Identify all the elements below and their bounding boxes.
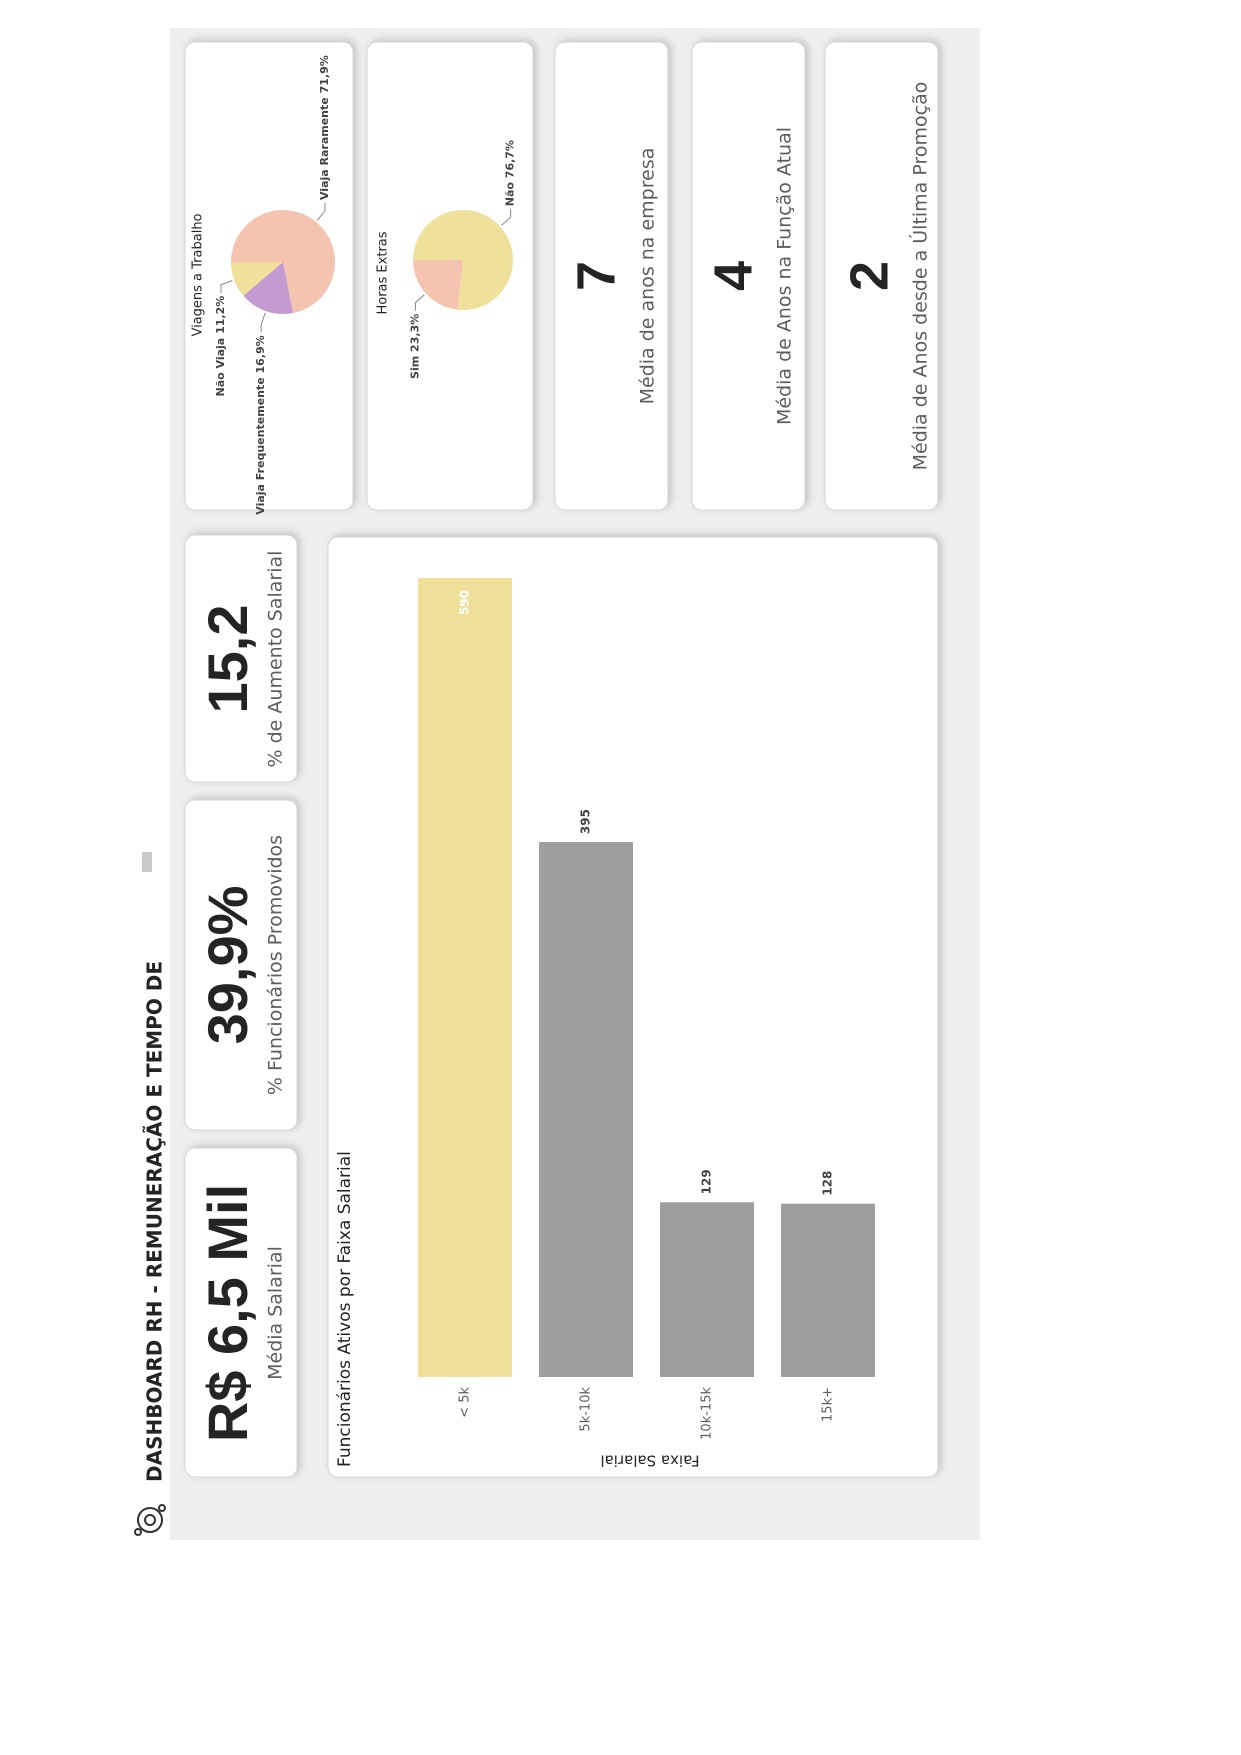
logo [134,1504,166,1536]
label-name: Sim [408,356,421,379]
stat-card [824,41,939,511]
kpi-value: 39,9% [196,886,259,1045]
chart-title: Funcionários Ativos por Faixa Salarial [335,1151,355,1467]
label-name: Viaja Raramente [318,97,331,200]
dashboard-canvas: DASHBOARD RH - REMUNERAÇÃO E TEMPO DE R$… [128,28,980,1540]
chart-title: Horas Extras [376,231,391,314]
kpi-card [184,1147,298,1478]
data-label: Não 76,7% [504,140,517,206]
leader-line [260,312,266,333]
bar [660,1202,754,1377]
category-label: 10k-15k [700,1387,715,1440]
bar [539,842,633,1377]
data-label: Viaja Frequentemente 16,9% [254,335,267,514]
label-name: Viaja Frequentemente [254,377,267,514]
data-label: Viaja Raramente 71,9% [318,55,331,200]
category-label: 15k+ [821,1387,836,1422]
stat-label: Média de Anos na Função Atual [774,127,796,425]
category-label: < 5k [458,1387,473,1418]
stat-label: Média de Anos desde a Última Promoção [908,82,932,471]
leader-line [316,203,326,221]
leader-line [414,294,425,311]
stat-value: 4 [703,261,763,291]
value-label: 590 [458,590,472,615]
dashboard-title: DASHBOARD RH - REMUNERAÇÃO E TEMPO DE [143,961,167,1482]
stat-value: 7 [566,261,626,291]
kpi-value: 15,2 [196,605,259,714]
label-value: 76,7% [504,140,517,178]
kpi-label: Média Salarial [265,1246,287,1380]
stat-value: 2 [839,261,899,291]
stat-card [554,41,669,511]
pie-slice [243,262,294,314]
label-name: Não Viaja [214,338,227,397]
pie-slice [231,210,335,314]
label-value: 23,3% [408,314,421,352]
label-name: Não [504,182,517,207]
label-value: 71,9% [318,55,331,93]
pie-slice [231,262,283,296]
value-label: 128 [821,1171,835,1196]
leader-line [501,209,512,226]
data-label: Sim 23,3% [408,314,421,379]
axis-title: Faixa Salarial [600,1452,699,1470]
value-label: 129 [700,1169,714,1194]
kpi-card [184,799,298,1131]
pie-slice [413,210,513,311]
bar [781,1203,875,1377]
label-value: 11,2% [214,296,227,334]
scroll-handle [142,852,152,872]
bar [418,578,512,1377]
value-label: 395 [579,809,593,834]
header-bar [128,28,170,1540]
pie-slice [413,260,463,310]
stat-label: Média de anos na empresa [637,148,659,405]
stat-card [691,41,806,511]
label-value: 16,9% [254,335,267,373]
category-label: 5k-10k [579,1387,594,1432]
data-label: Não Viaja 11,2% [214,296,227,397]
kpi-label: % Funcionários Promovidos [265,835,287,1095]
kpi-card [184,534,298,783]
kpi-label: % de Aumento Salarial [265,551,287,768]
leader-line [220,280,233,293]
dashboard: DASHBOARD RH - REMUNERAÇÃO E TEMPO DE R$… [128,28,980,1540]
kpi-value: R$ 6,5 Mil [196,1184,259,1442]
chart-title: Viagens a Trabalho [191,213,206,336]
